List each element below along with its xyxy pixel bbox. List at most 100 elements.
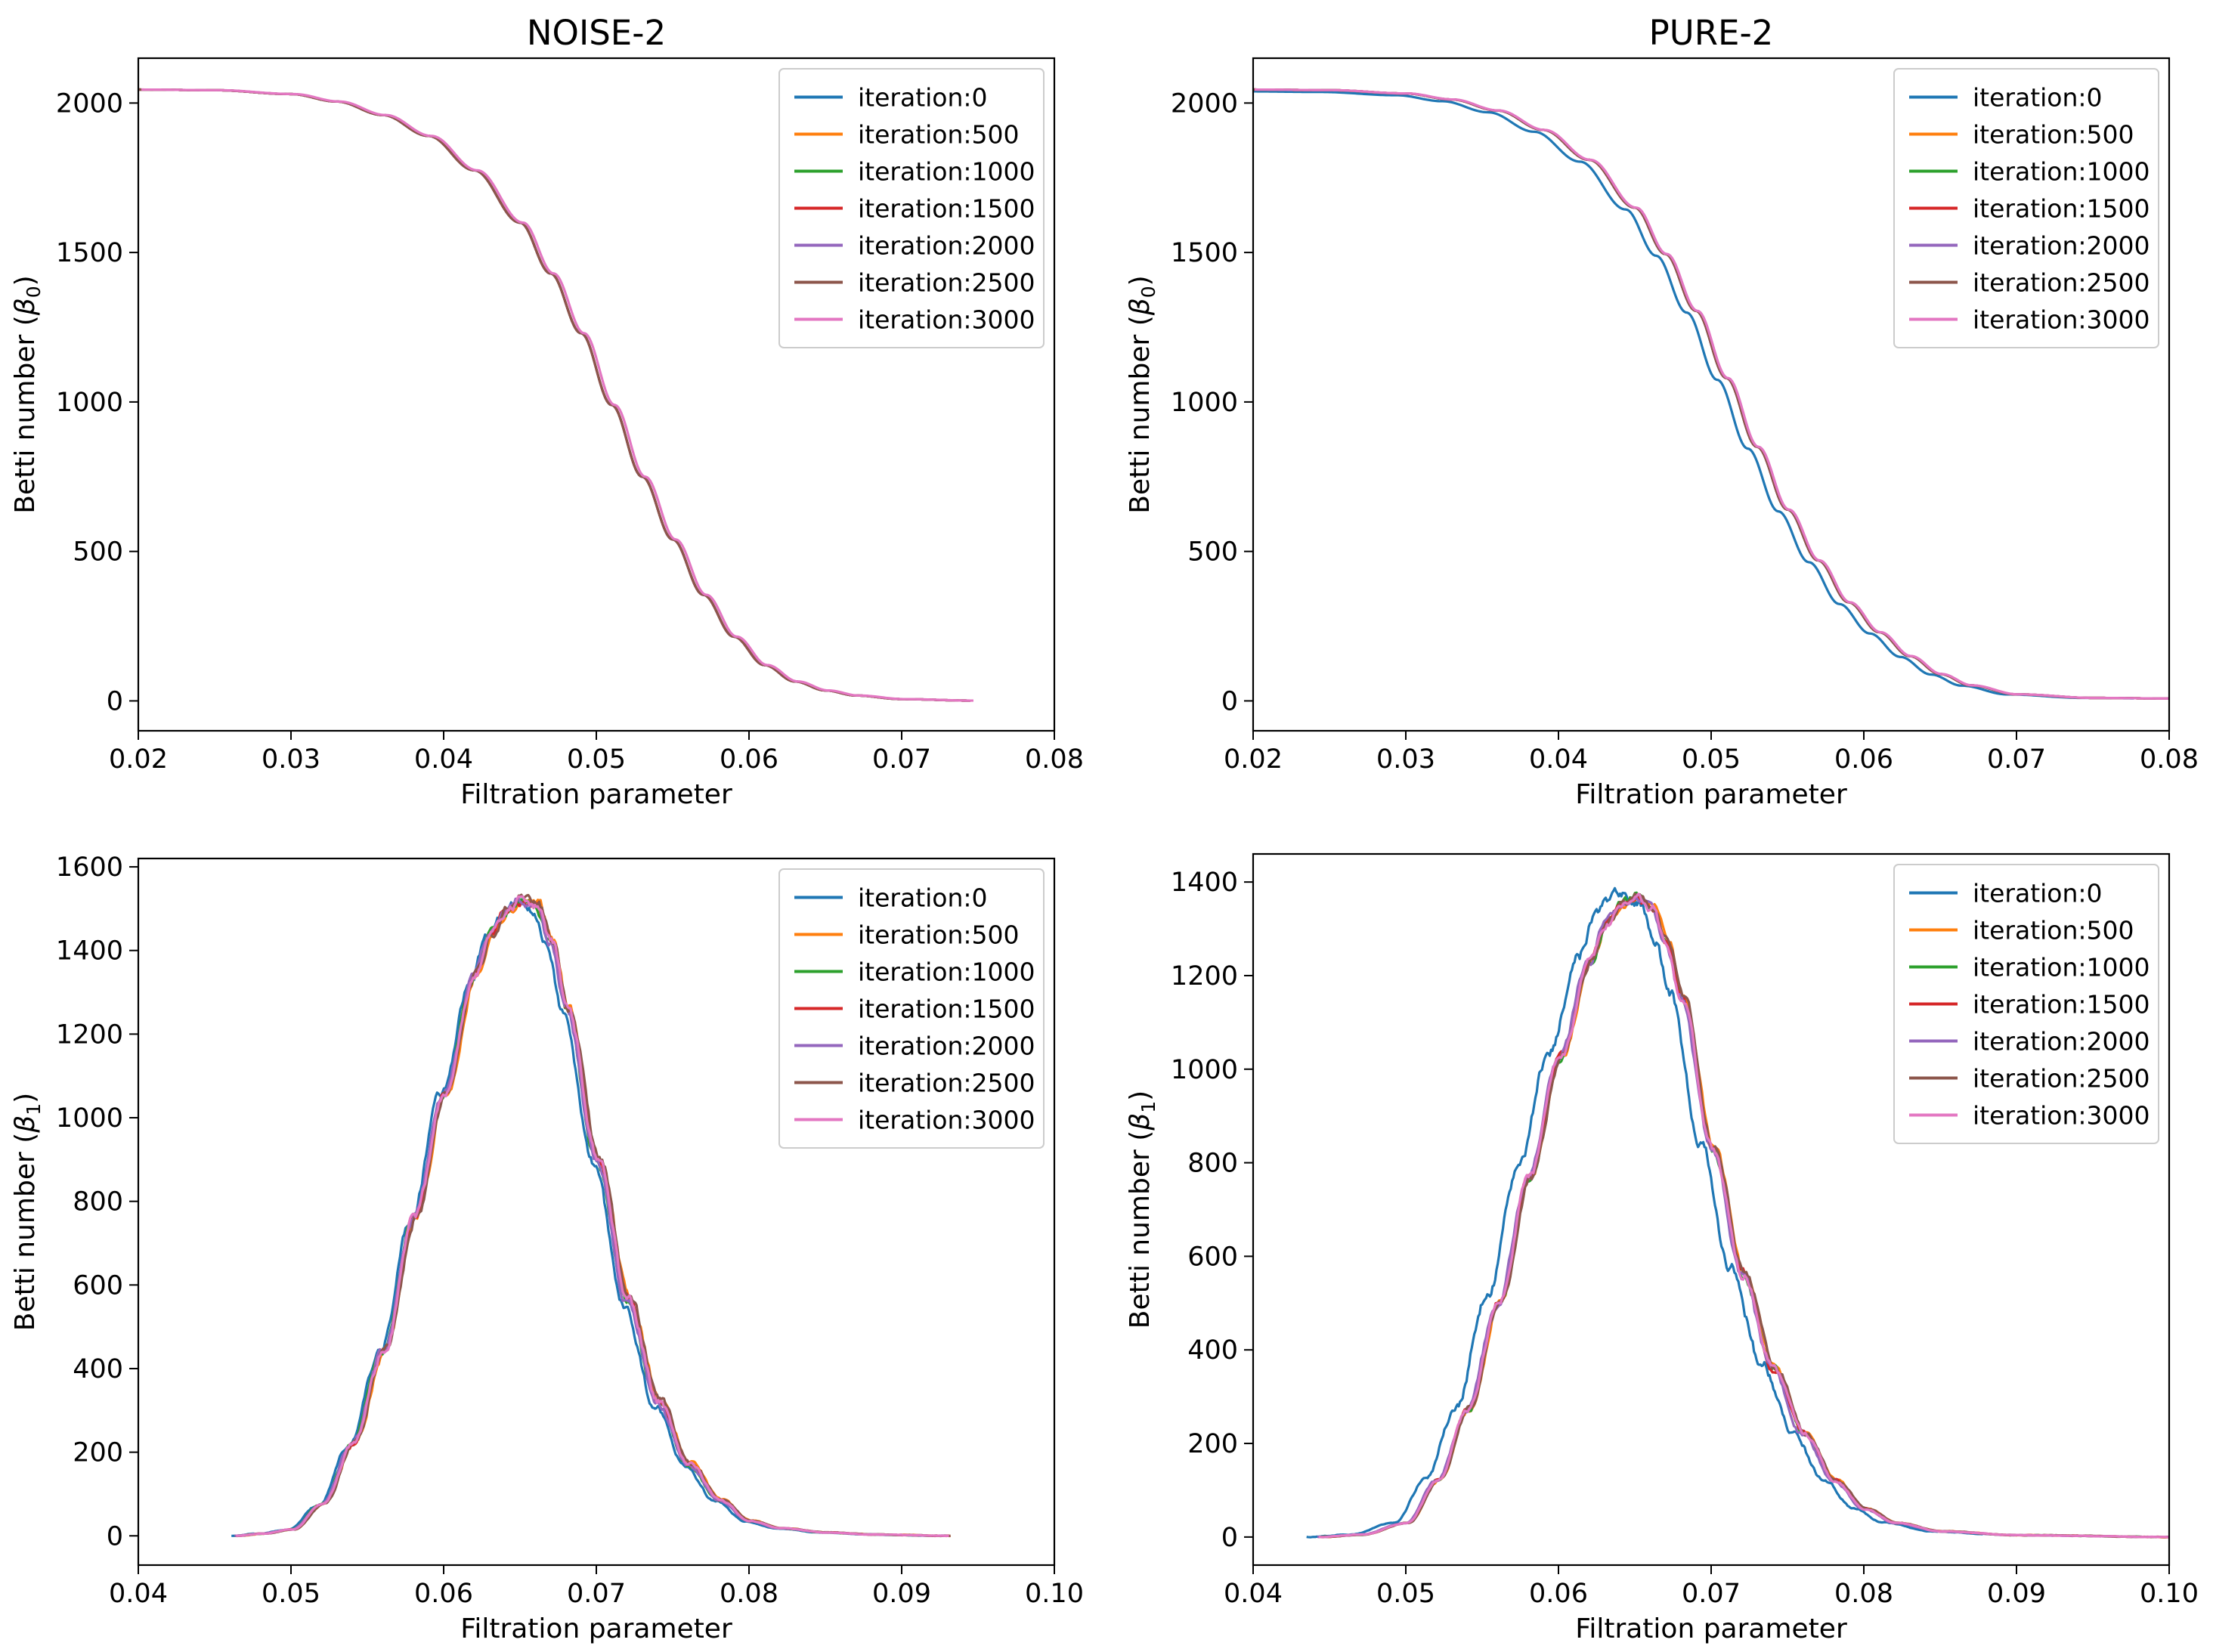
- y-label-close: ): [1125, 275, 1156, 286]
- legend-label: iteration:500: [858, 120, 1020, 150]
- legend-box: [778, 68, 1045, 348]
- series-line-iteration-3000: [1255, 88, 2169, 700]
- x-tick-label: 0.05: [567, 744, 626, 775]
- legend-label: iteration:3000: [1973, 1101, 2150, 1131]
- legend-label: iteration:1500: [1973, 990, 2150, 1019]
- legend-label: iteration:2500: [858, 1069, 1035, 1098]
- x-tick-label: 0.02: [109, 744, 168, 775]
- x-tick-label: 0.06: [1834, 744, 1893, 775]
- y-tick-label: 1600: [56, 852, 123, 883]
- legend-label: iteration:500: [858, 920, 1020, 950]
- y-label-subscript: 0: [1137, 286, 1159, 298]
- legend-label: iteration:3000: [1973, 305, 2150, 335]
- legend-label: iteration:1500: [858, 194, 1035, 224]
- chart-title: NOISE-2: [527, 13, 666, 53]
- x-tick-label: 0.03: [262, 744, 320, 775]
- x-tick-label: 0.09: [1987, 1579, 2046, 1609]
- series-line-iteration-0: [1306, 886, 1983, 1539]
- x-axis-label: Filtration parameter: [460, 1613, 732, 1644]
- y-tick-label: 600: [73, 1270, 123, 1301]
- y-tick-label: 1000: [1171, 1055, 1238, 1085]
- y-label-symbol: β: [10, 1115, 41, 1134]
- legend-label: iteration:3000: [858, 1106, 1035, 1135]
- x-tick-label: 0.07: [567, 1579, 626, 1609]
- series-line-iteration-3000: [1318, 893, 2169, 1539]
- y-tick-label: 1400: [56, 936, 123, 967]
- legend-label: iteration:2000: [858, 231, 1035, 261]
- y-label-text: Betti number (: [1125, 1131, 1156, 1329]
- series-group: [138, 88, 973, 702]
- y-tick-label: 800: [1187, 1149, 1238, 1179]
- x-tick-label: 0.07: [1682, 1579, 1741, 1609]
- legend: iteration:0 iteration:500 iteration:1000 it…: [778, 868, 1045, 1149]
- x-tick-label: 0.06: [414, 1579, 473, 1609]
- legend-label: iteration:2500: [858, 268, 1035, 298]
- series-group: [1253, 88, 2169, 700]
- y-label-close: ): [1125, 1091, 1156, 1101]
- y-tick-label: 500: [73, 537, 123, 568]
- legend-label: iteration:1000: [858, 957, 1035, 987]
- legend-box: [1893, 68, 2159, 348]
- x-tick-label: 0.04: [1529, 744, 1588, 775]
- legend: iteration:0 iteration:500 iteration:1000 it…: [1893, 68, 2159, 348]
- legend-label: iteration:2500: [1973, 1064, 2150, 1094]
- legend-label: iteration:0: [858, 883, 988, 913]
- y-label-text: Betti number (: [1125, 315, 1156, 514]
- legend-label: iteration:500: [1973, 120, 2134, 150]
- panel-noise-b1: 0.04 0.05 0.06 0.07 0.08 0.09 0.10 0 200 400 600 80…: [10, 852, 1084, 1644]
- y-label-close: ): [10, 275, 41, 286]
- y-tick-label: 1000: [1171, 388, 1238, 418]
- y-tick-label: 500: [1187, 537, 1238, 568]
- y-tick-label: 1500: [1171, 238, 1238, 268]
- legend-label: iteration:2000: [1973, 231, 2150, 261]
- x-tick-label: 0.10: [2140, 1579, 2199, 1609]
- x-tick-label: 0.02: [1224, 744, 1283, 775]
- x-tick-label: 0.03: [1376, 744, 1435, 775]
- y-tick-label: 200: [1187, 1429, 1238, 1459]
- y-tick-label: 1400: [1171, 868, 1238, 898]
- x-axis-label: Filtration parameter: [1575, 779, 1847, 810]
- legend-label: iteration:1500: [1973, 194, 2150, 224]
- x-tick-label: 0.06: [1529, 1579, 1588, 1609]
- y-tick-label: 1200: [56, 1019, 123, 1050]
- x-tick-label: 0.10: [1025, 1579, 1084, 1609]
- y-tick-label: 200: [73, 1438, 123, 1468]
- legend-label: iteration:1000: [1973, 157, 2150, 187]
- panel-pure-b1: 0.04 0.05 0.06 0.07 0.08 0.09 0.10 0 200 400 600 80…: [1125, 852, 2199, 1644]
- y-axis-label: Betti number (β1): [1125, 1091, 1159, 1329]
- y-tick-label: 400: [73, 1354, 123, 1384]
- y-label-symbol: β: [10, 298, 41, 316]
- x-tick-label: 0.08: [1025, 744, 1084, 775]
- y-axis-label: Betti number (β0): [10, 275, 45, 513]
- legend-label: iteration:3000: [858, 305, 1035, 335]
- x-tick-label: 0.07: [1987, 744, 2046, 775]
- legend-box: [778, 868, 1045, 1149]
- y-label-subscript: 1: [1137, 1101, 1159, 1113]
- x-tick-label: 0.04: [414, 744, 473, 775]
- y-label-close: ): [10, 1093, 41, 1103]
- panel-noise-b0: 0.02 0.03 0.04 0.05 0.06 0.07 0.08 0 500 1000 1500…: [10, 13, 1084, 810]
- legend-label: iteration:0: [858, 83, 988, 113]
- y-tick-label: 1500: [56, 238, 123, 268]
- y-label-symbol: β: [1125, 298, 1156, 316]
- y-tick-label: 0: [1221, 686, 1238, 716]
- series-line-iteration-3000: [236, 895, 949, 1538]
- x-axis-label: Filtration parameter: [460, 779, 732, 810]
- legend: iteration:0 iteration:500 iteration:1000 it…: [778, 68, 1045, 348]
- x-tick-label: 0.08: [1834, 1579, 1893, 1609]
- y-tick-label: 1000: [56, 388, 123, 418]
- y-label-text: Betti number (: [10, 1133, 41, 1332]
- y-tick-label: 1000: [56, 1103, 123, 1134]
- y-tick-label: 1200: [1171, 961, 1238, 992]
- y-label-symbol: β: [1125, 1113, 1156, 1131]
- y-tick-label: 0: [1221, 1523, 1238, 1553]
- legend-box: [1893, 864, 2159, 1144]
- x-tick-label: 0.04: [109, 1579, 168, 1609]
- series-group: [1306, 886, 2169, 1539]
- x-tick-label: 0.05: [1682, 744, 1741, 775]
- legend-label: iteration:0: [1973, 83, 2103, 113]
- panel-pure-b0: 0.02 0.03 0.04 0.05 0.06 0.07 0.08 0 500 1000 1500…: [1125, 13, 2199, 810]
- y-label-text: Betti number (: [10, 315, 41, 514]
- legend: iteration:0 iteration:500 iteration:1000 it…: [1893, 864, 2159, 1144]
